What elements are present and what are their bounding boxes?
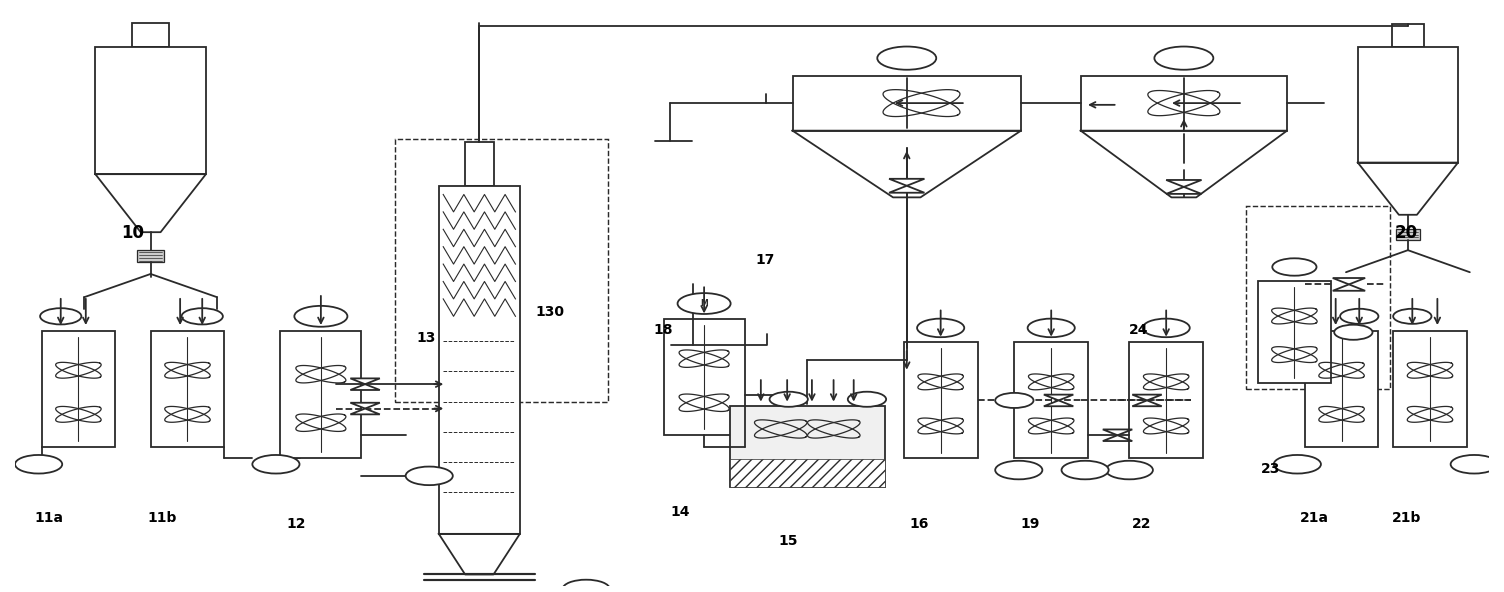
Bar [793,76,1021,131]
Polygon shape [1133,400,1161,406]
Text: 23: 23 [1260,462,1280,476]
Polygon shape [350,384,381,390]
Circle shape [15,455,62,474]
Bar [729,406,884,487]
Circle shape [295,306,347,327]
Text: 21b: 21b [1391,511,1421,525]
Text: 16: 16 [910,517,929,531]
Circle shape [1105,461,1154,480]
Bar [1081,76,1287,131]
Text: 10: 10 [122,224,144,242]
Circle shape [917,318,964,337]
Polygon shape [889,179,925,186]
Polygon shape [1044,395,1074,400]
Bar [95,47,206,174]
Bar [904,342,978,458]
Circle shape [770,392,808,407]
Polygon shape [1166,180,1202,187]
Circle shape [678,293,731,314]
Circle shape [1143,318,1190,337]
Circle shape [182,308,223,324]
Text: 18: 18 [653,323,672,337]
Polygon shape [350,408,381,414]
Bar [1130,342,1203,458]
Circle shape [1340,309,1378,324]
Polygon shape [889,186,925,193]
Circle shape [877,47,935,70]
Text: 20: 20 [1394,224,1418,242]
Circle shape [996,393,1033,408]
Polygon shape [1133,395,1161,400]
Text: 12: 12 [286,517,305,531]
Bar [465,142,495,186]
Polygon shape [1044,400,1074,406]
Polygon shape [350,403,381,408]
Text: 15: 15 [779,535,799,548]
Circle shape [1393,309,1432,324]
Bar [439,186,520,534]
Circle shape [996,461,1042,480]
Bar [1014,342,1087,458]
Circle shape [1274,455,1321,474]
Text: 17: 17 [755,253,775,267]
Bar [137,250,164,262]
Bar [1393,331,1466,447]
Circle shape [1027,318,1075,337]
Bar [42,331,116,447]
Circle shape [406,466,453,485]
Text: 14: 14 [671,506,690,519]
Bar [1391,24,1424,47]
Circle shape [562,580,609,592]
Text: 19: 19 [1020,517,1039,531]
Circle shape [1062,461,1108,480]
Circle shape [848,392,886,407]
Polygon shape [1166,187,1202,194]
Bar [1358,47,1457,163]
Text: 13: 13 [417,332,435,345]
Bar [1396,229,1420,240]
Text: 130: 130 [535,305,564,319]
Polygon shape [1333,284,1366,291]
Polygon shape [1102,435,1133,441]
Text: 21a: 21a [1301,511,1330,525]
Text: 11a: 11a [35,511,63,525]
Bar [1305,331,1379,447]
Bar [280,331,361,458]
Text: 24: 24 [1130,323,1149,337]
Text: M: M [701,299,708,308]
Circle shape [1155,47,1214,70]
Bar [132,23,168,47]
Text: 11b: 11b [147,511,177,525]
Polygon shape [1333,278,1366,284]
Bar [394,139,608,401]
Circle shape [41,308,81,324]
Bar [663,319,744,435]
Circle shape [1334,325,1373,340]
Circle shape [253,455,299,474]
Bar [150,331,224,447]
Circle shape [1451,455,1498,474]
Bar [729,459,884,487]
Bar [1257,281,1331,383]
Polygon shape [350,378,381,384]
Bar [1245,206,1390,389]
Circle shape [1272,258,1316,276]
Polygon shape [1102,429,1133,435]
Text: 22: 22 [1133,517,1152,531]
